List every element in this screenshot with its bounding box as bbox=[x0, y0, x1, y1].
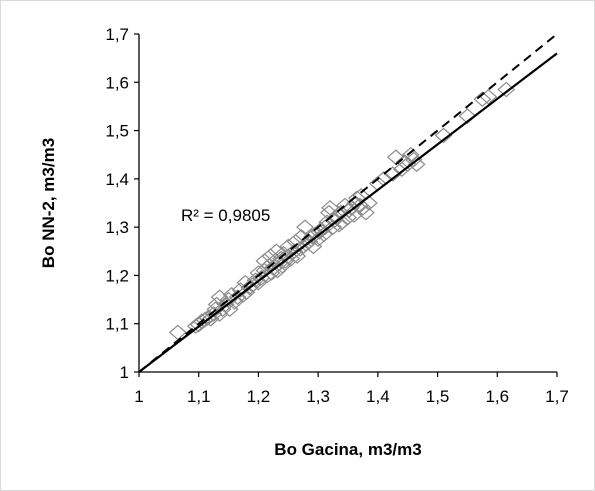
data-point bbox=[357, 204, 375, 221]
data-point bbox=[268, 262, 287, 279]
data-point bbox=[231, 282, 250, 298]
x-axis-title: Bo Gacina, m3/m3 bbox=[274, 440, 421, 459]
data-point bbox=[315, 226, 334, 243]
data-point bbox=[249, 274, 268, 291]
data-point bbox=[201, 311, 220, 327]
y-tick-label: 1,3 bbox=[105, 218, 129, 237]
data-point bbox=[306, 226, 325, 243]
data-point bbox=[213, 301, 232, 318]
y-axis-title: Bo NN-2, m3/m3 bbox=[39, 138, 58, 268]
data-point bbox=[339, 209, 357, 226]
data-point bbox=[321, 200, 339, 216]
x-tick-label: 1,1 bbox=[187, 387, 211, 406]
x-tick-label: 1,5 bbox=[426, 387, 450, 406]
trend-line bbox=[138, 52, 558, 373]
x-tick-label: 1,3 bbox=[306, 387, 330, 406]
data-point bbox=[458, 108, 477, 124]
y-tick-label: 1,7 bbox=[105, 25, 129, 44]
data-point bbox=[434, 127, 453, 144]
x-tick-label: 1,2 bbox=[247, 387, 271, 406]
trend-lines bbox=[138, 33, 558, 373]
y-tick-label: 1,5 bbox=[105, 122, 129, 141]
data-point bbox=[309, 231, 328, 248]
y-tick-label: 1,2 bbox=[105, 266, 129, 285]
data-point bbox=[237, 284, 256, 301]
data-point bbox=[273, 257, 292, 274]
data-point bbox=[407, 156, 426, 173]
r-squared-annotation: R² = 0,9805 bbox=[181, 206, 270, 225]
x-tick-label: 1,6 bbox=[485, 387, 509, 406]
y-tick-label: 1,6 bbox=[105, 73, 129, 92]
data-point bbox=[324, 219, 342, 235]
x-tick-label: 1,4 bbox=[366, 387, 390, 406]
x-tick-label: 1,7 bbox=[545, 387, 569, 406]
x-tick-label: 1 bbox=[134, 387, 143, 406]
data-point bbox=[286, 233, 305, 250]
data-point bbox=[497, 81, 516, 98]
data-point bbox=[401, 146, 420, 163]
data-point bbox=[262, 265, 281, 281]
data-point bbox=[312, 221, 331, 238]
data-point bbox=[219, 291, 238, 308]
axes bbox=[138, 34, 557, 373]
ticks: 11 1,1 1,1 1,2 1,2 1,3 1,3 1,4 1,4 1,5 1,5 1,6 1,6 1,… bbox=[105, 25, 568, 406]
data-point bbox=[473, 91, 492, 107]
y-tick-label: 1 bbox=[120, 363, 129, 382]
y-tick-label: 1,4 bbox=[105, 170, 129, 189]
y-tick-label: 1,1 bbox=[105, 315, 129, 334]
data-point bbox=[296, 219, 314, 235]
data-point bbox=[225, 294, 244, 310]
